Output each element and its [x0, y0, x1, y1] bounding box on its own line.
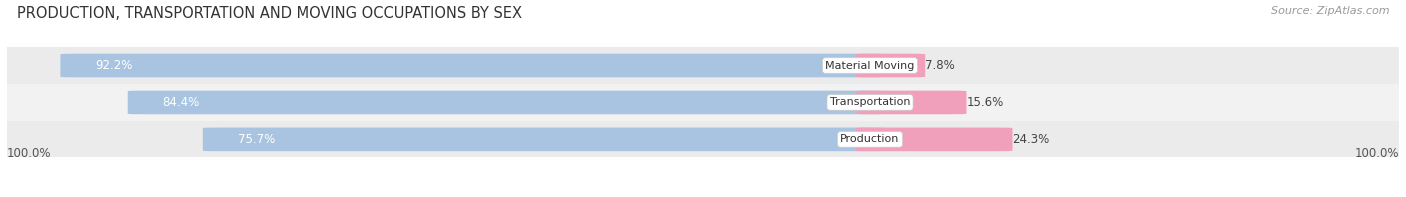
Text: 100.0%: 100.0%: [1354, 147, 1399, 160]
FancyBboxPatch shape: [856, 54, 925, 77]
Text: 15.6%: 15.6%: [966, 96, 1004, 109]
Text: 75.7%: 75.7%: [238, 133, 274, 146]
Text: Production: Production: [841, 134, 900, 144]
Text: Transportation: Transportation: [830, 98, 910, 107]
FancyBboxPatch shape: [856, 128, 1012, 151]
Text: Material Moving: Material Moving: [825, 60, 915, 71]
Text: 7.8%: 7.8%: [925, 59, 955, 72]
FancyBboxPatch shape: [202, 128, 884, 151]
Text: 100.0%: 100.0%: [7, 147, 52, 160]
Text: 24.3%: 24.3%: [1012, 133, 1050, 146]
Bar: [7, 47, 1399, 84]
Text: 84.4%: 84.4%: [163, 96, 200, 109]
FancyBboxPatch shape: [60, 54, 884, 77]
FancyBboxPatch shape: [856, 91, 966, 114]
Text: 92.2%: 92.2%: [96, 59, 132, 72]
FancyBboxPatch shape: [128, 91, 884, 114]
Text: PRODUCTION, TRANSPORTATION AND MOVING OCCUPATIONS BY SEX: PRODUCTION, TRANSPORTATION AND MOVING OC…: [17, 6, 522, 21]
Bar: [7, 121, 1399, 157]
Bar: [7, 84, 1399, 121]
Text: Source: ZipAtlas.com: Source: ZipAtlas.com: [1271, 6, 1389, 16]
